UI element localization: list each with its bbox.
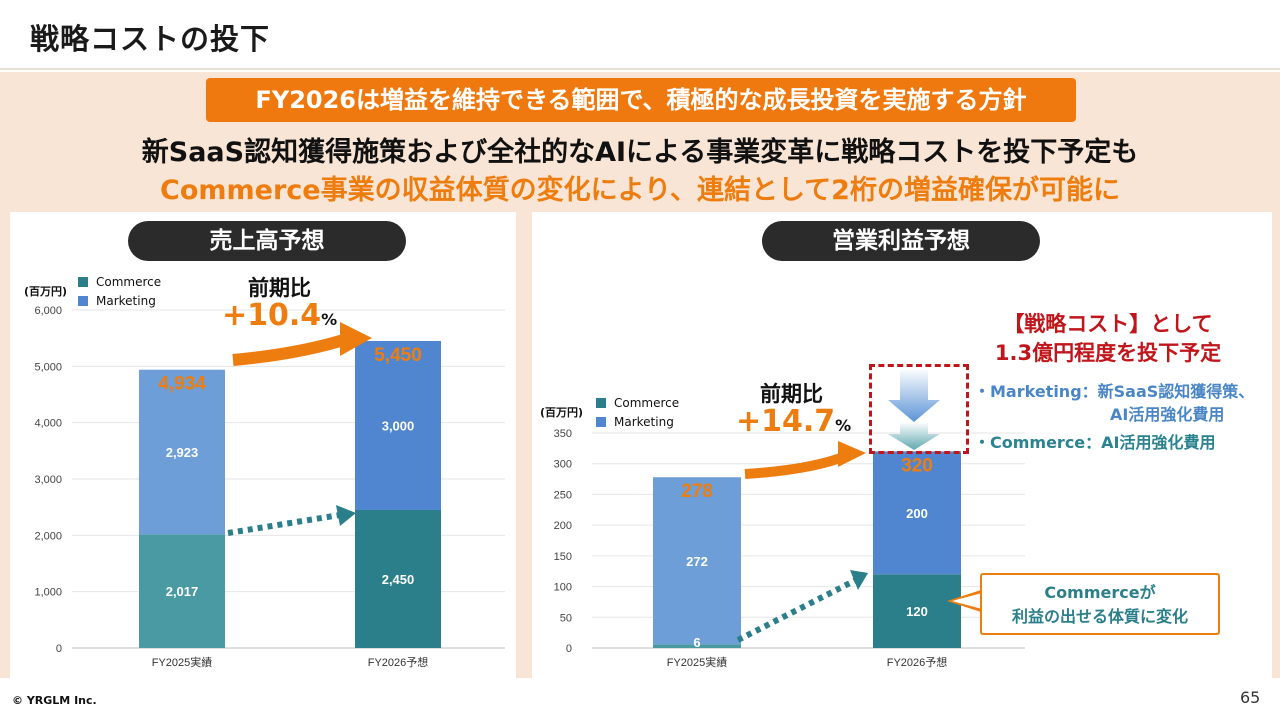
x-category-label: FY2025実績 xyxy=(667,655,728,669)
growth-arrow-revenue-head xyxy=(340,322,372,356)
bar-marketing xyxy=(873,451,961,575)
headline-message-1: 新SaaS認知獲得施策および全社的なAIによる事業変革に戦略コストを投下予定も xyxy=(141,137,1139,168)
revenue-ratio-number: +10.4 xyxy=(222,298,322,333)
y-tick-label: 50 xyxy=(560,612,572,624)
bar-commerce xyxy=(139,534,225,648)
strategic-cost-title-line1: 【戦略コスト】として xyxy=(1003,312,1213,336)
bar-commerce xyxy=(873,574,961,648)
bar-commerce xyxy=(653,644,741,648)
data-label-marketing: 272 xyxy=(686,554,708,569)
profit-forecast-pill: 営業利益予想 xyxy=(762,221,1040,261)
y-tick-label: 5,000 xyxy=(34,361,62,373)
strategic-cost-marketing-2: AI活用強化費用 xyxy=(1110,405,1225,424)
copyright: © YRGLM Inc. xyxy=(12,694,97,707)
y-tick-label: 3,000 xyxy=(34,474,62,486)
cost-down-arrow-icon-2 xyxy=(888,422,940,450)
profit-unit-label: (百万円) xyxy=(540,406,584,419)
y-tick-label: 200 xyxy=(554,520,572,532)
strategic-cost-title-line2: 1.3億円程度を投下予定 xyxy=(994,341,1222,365)
bar-marketing xyxy=(139,369,225,535)
commerce-trend-arrow-profit-head xyxy=(850,570,868,590)
x-category-label: FY2026予想 xyxy=(887,655,948,669)
data-label-total: 278 xyxy=(681,481,713,502)
commerce-trend-arrow-profit xyxy=(736,577,858,643)
legend-swatch-marketing xyxy=(596,416,606,427)
y-tick-label: 0 xyxy=(566,643,572,655)
legend-item-marketing: Marketing xyxy=(78,291,161,310)
data-label-commerce: 120 xyxy=(906,604,928,619)
commerce-trend-arrow-revenue-head xyxy=(336,505,356,526)
strategic-cost-title: 【戦略コスト】として 1.3億円程度を投下予定 xyxy=(968,310,1248,368)
legend-swatch-marketing xyxy=(78,295,88,306)
data-label-total: 4,934 xyxy=(158,374,206,395)
title-divider xyxy=(0,68,1280,70)
y-tick-label: 250 xyxy=(554,489,572,501)
strategic-cost-marketing: ・Marketing：新SaaS認知獲得策、 xyxy=(974,382,1255,401)
x-category-label: FY2025実績 xyxy=(152,655,213,669)
revenue-legend: Commerce Marketing xyxy=(78,272,161,310)
policy-banner: FY2026は増益を維持できる範囲で、積極的な成長投資を実施する方針 xyxy=(206,78,1076,122)
revenue-forecast-pill: 売上高予想 xyxy=(128,221,406,261)
data-label-marketing: 2,923 xyxy=(166,445,199,460)
bar-marketing xyxy=(653,477,741,645)
data-label-total: 5,450 xyxy=(374,345,422,366)
y-tick-label: 0 xyxy=(56,643,62,655)
revenue-ratio-label: 前期比 xyxy=(248,276,311,300)
profit-ratio-number: +14.7 xyxy=(736,404,836,439)
bar-commerce xyxy=(355,509,441,648)
profit-ratio-value: +14.7% xyxy=(736,404,851,439)
profit-legend: Commerce Marketing xyxy=(596,393,679,431)
profit-ratio-label: 前期比 xyxy=(760,382,823,406)
legend-swatch-commerce xyxy=(78,276,88,287)
data-label-commerce: 2,450 xyxy=(382,572,415,587)
headline-message-2: Commerce事業の収益体質の変化により、連結として2桁の増益確保が可能に xyxy=(160,175,1120,206)
legend-item-commerce: Commerce xyxy=(78,272,161,291)
legend-label-marketing: Marketing xyxy=(96,293,156,308)
y-tick-label: 6,000 xyxy=(34,305,62,317)
callout-pointer-fill xyxy=(952,593,982,609)
data-label-commerce: 2,017 xyxy=(166,584,199,599)
data-label-marketing: 200 xyxy=(906,506,928,521)
x-category-label: FY2026予想 xyxy=(368,655,429,669)
y-tick-label: 4,000 xyxy=(34,418,62,430)
commerce-callout: Commerceが 利益の出せる体質に変化 xyxy=(980,573,1220,635)
data-label-total: 320 xyxy=(901,455,933,476)
y-tick-label: 150 xyxy=(554,551,572,563)
revenue-ratio-value: +10.4% xyxy=(222,298,337,333)
strategic-cost-highlight xyxy=(869,364,969,454)
legend-swatch-commerce xyxy=(596,397,606,408)
legend-label-marketing: Marketing xyxy=(614,414,674,429)
callout-line2: 利益の出せる体質に変化 xyxy=(1011,607,1188,626)
revenue-ratio-unit: % xyxy=(321,310,338,329)
legend-label-commerce: Commerce xyxy=(96,274,162,289)
y-tick-label: 2,000 xyxy=(34,530,62,542)
callout-line1: Commerceが xyxy=(1044,583,1156,602)
legend-label-commerce: Commerce xyxy=(614,395,680,410)
y-tick-label: 300 xyxy=(554,459,572,471)
strategic-cost-commerce: ・Commerce：AI活用強化費用 xyxy=(974,433,1216,452)
y-tick-label: 100 xyxy=(554,582,572,594)
bar-marketing xyxy=(355,340,441,510)
growth-arrow-revenue xyxy=(232,332,352,366)
legend-item-commerce: Commerce xyxy=(596,393,679,412)
growth-arrow-profit xyxy=(744,451,848,479)
data-label-commerce: 6 xyxy=(693,635,700,650)
commerce-trend-arrow-revenue xyxy=(227,512,341,536)
page-title: 戦略コストの投下 xyxy=(30,22,271,56)
cost-down-arrow-icon xyxy=(888,368,940,422)
data-label-marketing: 3,000 xyxy=(382,418,415,433)
y-tick-label: 1,000 xyxy=(34,587,62,599)
legend-item-marketing: Marketing xyxy=(596,412,679,431)
y-tick-label: 350 xyxy=(554,428,572,440)
page-number: 65 xyxy=(1240,688,1261,707)
growth-arrow-profit-head xyxy=(838,441,866,467)
revenue-unit-label: (百万円) xyxy=(24,285,68,298)
profit-ratio-unit: % xyxy=(835,416,852,435)
